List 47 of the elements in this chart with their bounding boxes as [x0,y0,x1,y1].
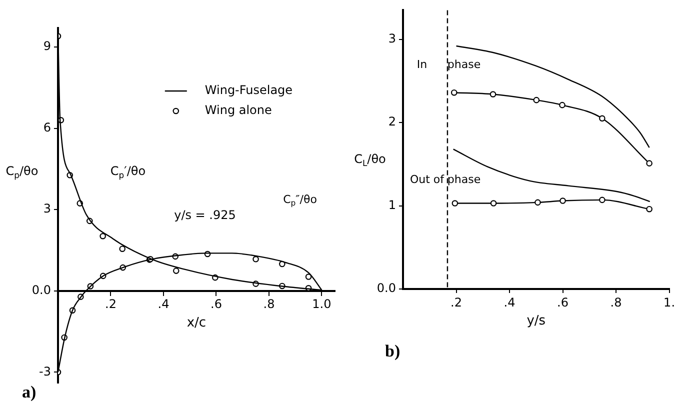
x-tick-label: .2 [105,297,116,312]
point [100,232,106,240]
text: a) [22,382,36,402]
point [490,91,496,98]
y-tick-label: 6 [43,120,51,134]
point [646,160,652,166]
point [252,256,259,262]
point [599,196,606,204]
legend-label: Wing alone [204,103,272,118]
y-tick-label: 3 [43,202,51,216]
x-axis-title: x/c [186,315,206,330]
point [534,199,541,206]
legend-label: Wing-Fuselage [204,83,293,98]
y-tick-label: 9 [43,39,51,54]
x-tick-label: 1.0 [312,297,332,312]
point [560,198,566,204]
annotation: In [416,58,428,71]
x-tick-label: .4 [504,295,516,310]
annotation: y/s = .925 [174,208,236,222]
point [533,96,540,104]
point [452,200,458,206]
point [305,274,312,280]
x-tick-label: .8 [263,297,275,312]
x-tick-label: .8 [610,295,622,310]
point [450,89,458,96]
x-tick-label: .4 [158,297,170,312]
point [172,268,180,274]
annotation: phase [447,172,481,186]
point [490,200,497,206]
point [559,102,566,108]
point [119,246,126,252]
annotation: Out of [410,172,446,186]
y-tick-label: 1 [388,198,396,212]
annotation: phase [447,58,481,71]
point [646,206,652,212]
x-tick-label: .6 [557,295,568,310]
y-tick-label: 3 [388,31,396,46]
y-tick-label: 0.0 [32,282,51,297]
point [599,115,606,122]
x-tick-label: .2 [450,295,462,310]
x-tick-label: .6 [210,297,222,312]
x-tick-label: 1. [664,295,675,310]
text: b) [385,341,400,360]
y-tick-label: 0.0 [376,281,396,296]
y-tick-label: -3 [39,364,51,378]
x-axis-title: y/s [526,314,546,329]
y-tick-label: 2 [388,114,396,129]
